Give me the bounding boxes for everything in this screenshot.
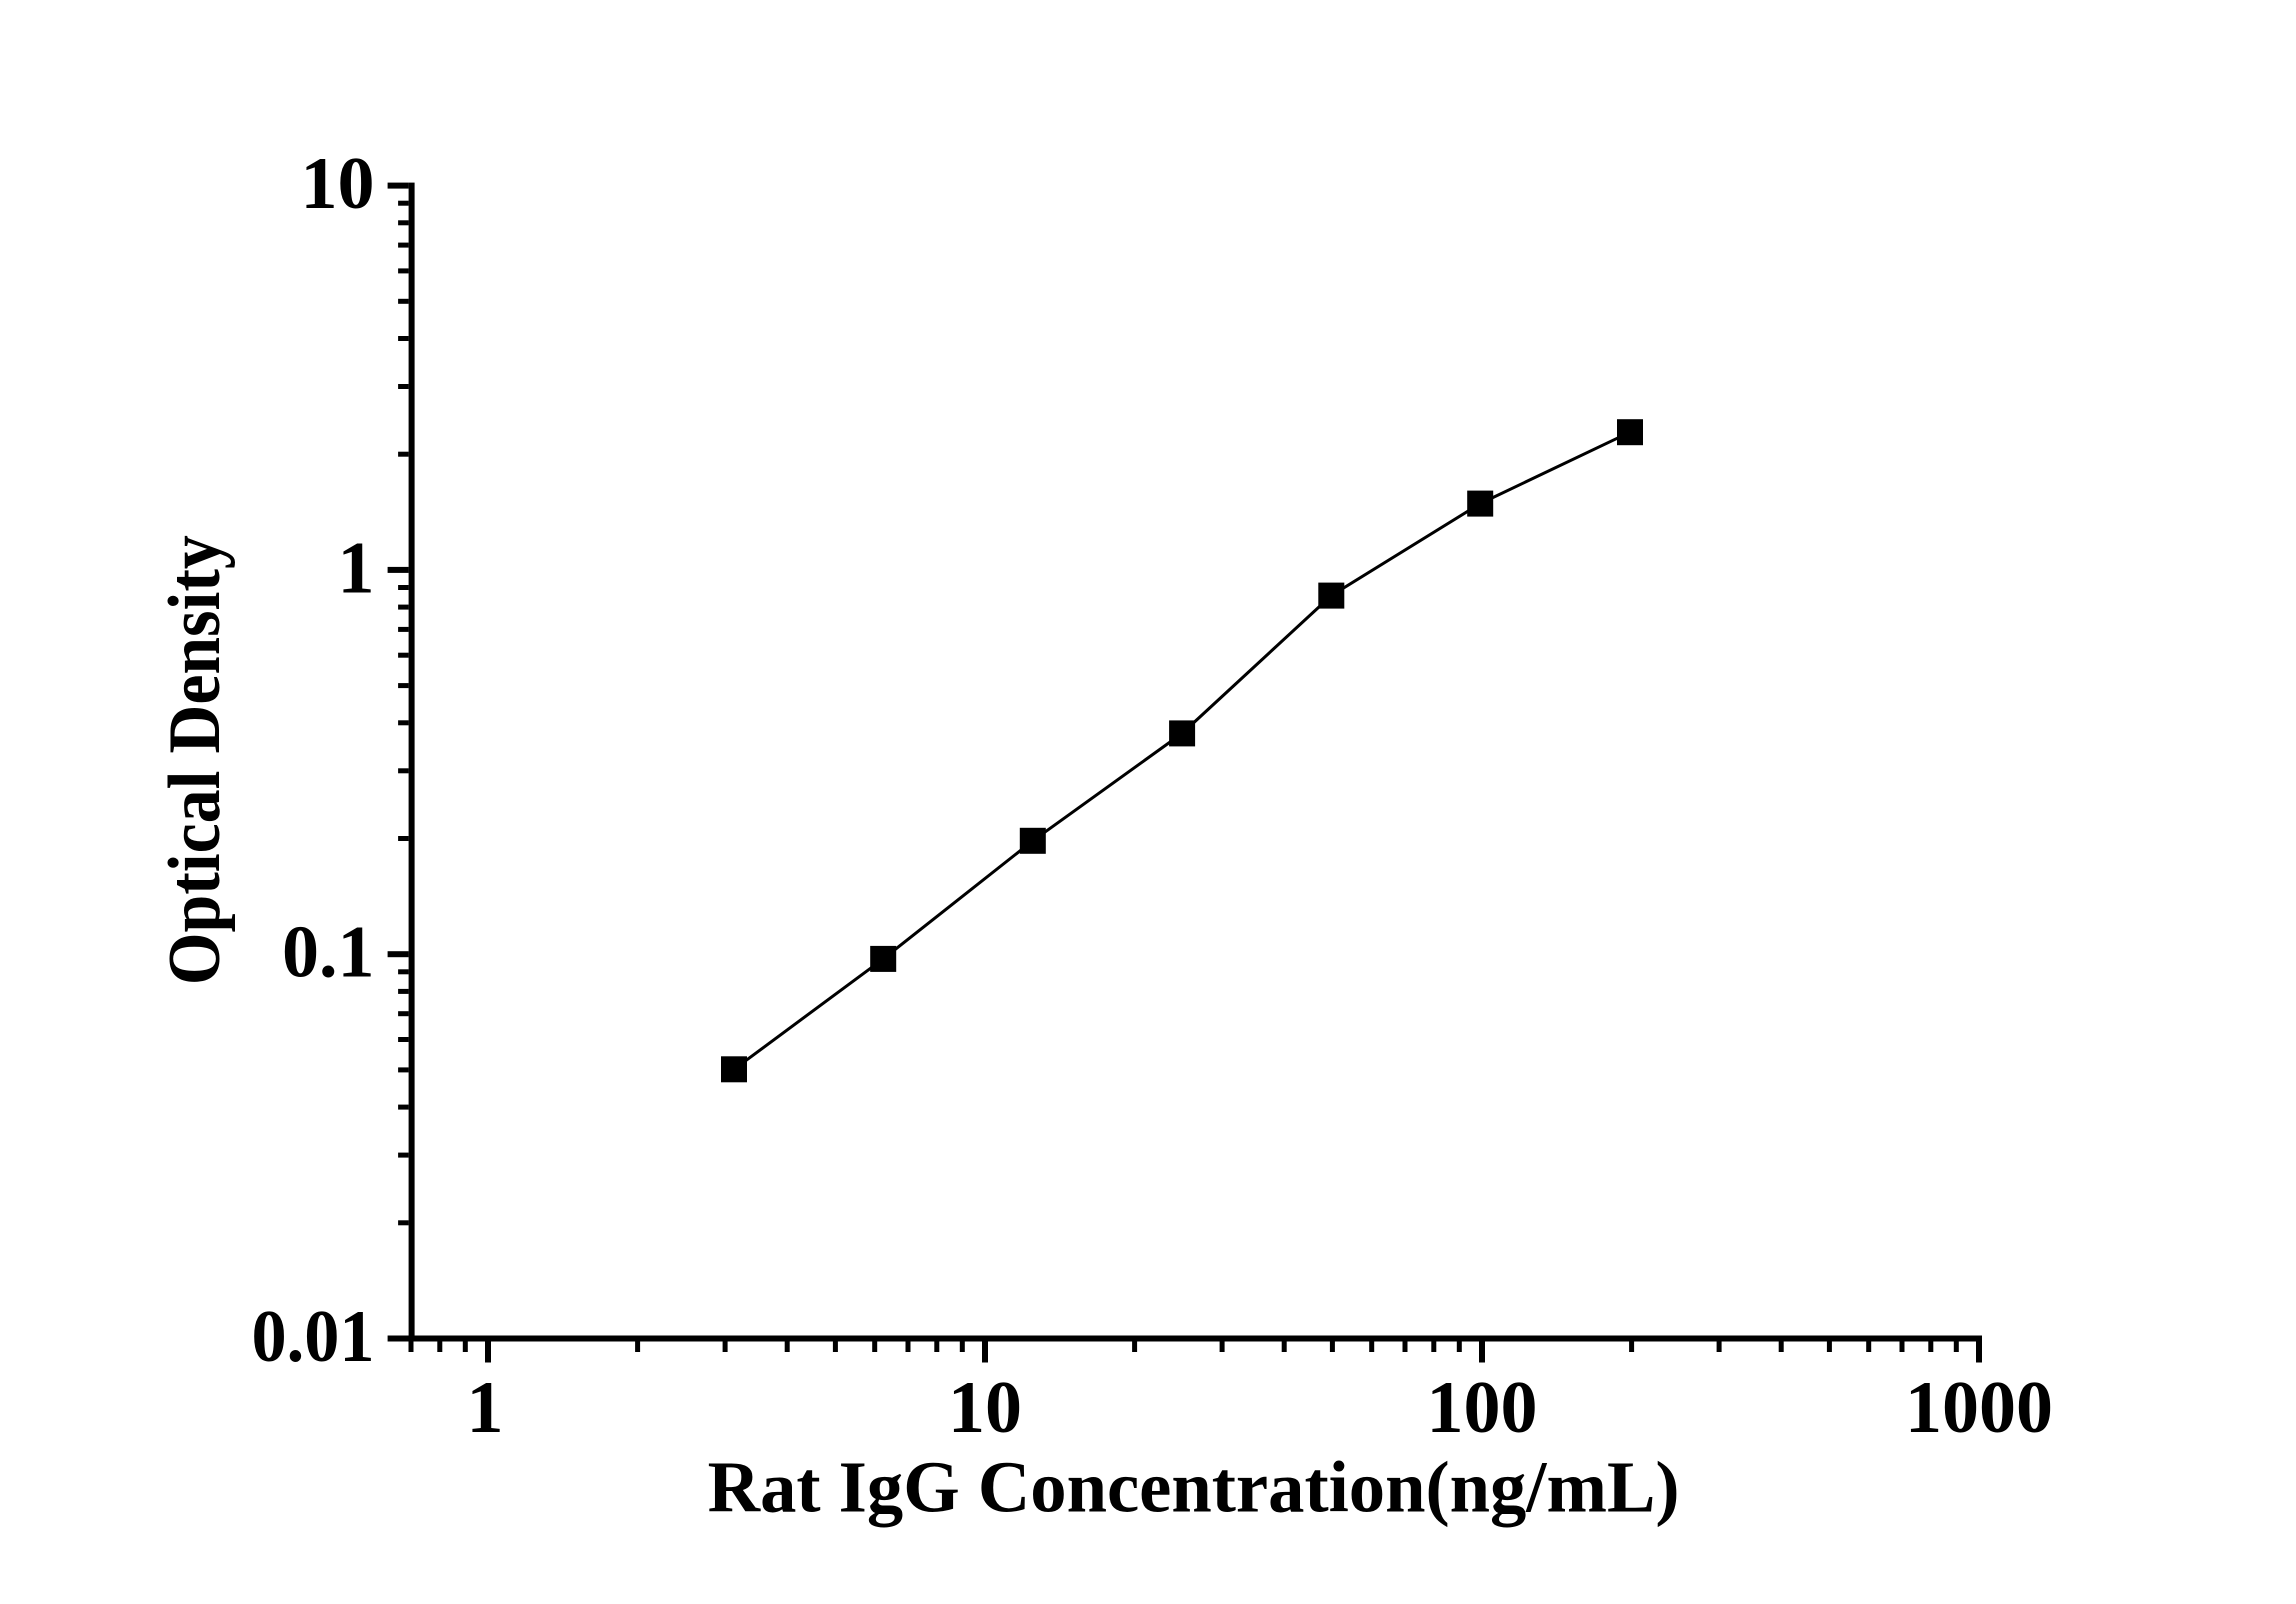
svg-text:10: 10: [948, 1367, 1022, 1449]
svg-text:1000: 1000: [1905, 1367, 2053, 1449]
svg-text:10: 10: [301, 143, 375, 225]
svg-text:Rat IgG Concentration(ng/mL): Rat IgG Concentration(ng/mL): [708, 1447, 1680, 1528]
svg-text:100: 100: [1427, 1367, 1538, 1449]
svg-text:1: 1: [338, 527, 375, 609]
svg-text:Optical Density: Optical Density: [155, 535, 236, 985]
svg-text:1: 1: [467, 1367, 504, 1449]
svg-text:0.01: 0.01: [252, 1296, 375, 1378]
svg-text:0.1: 0.1: [282, 912, 375, 994]
